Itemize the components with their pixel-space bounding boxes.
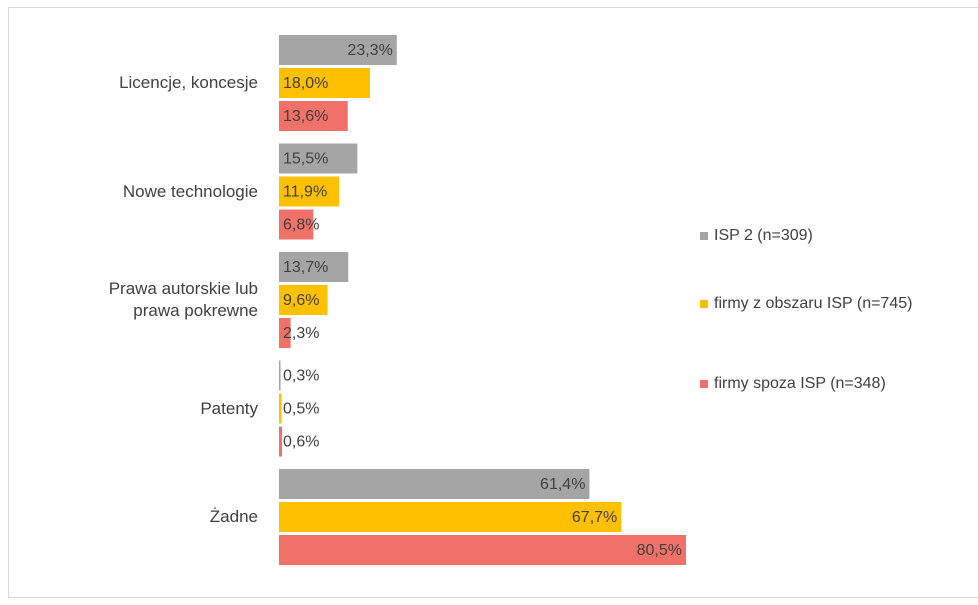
- bar: [279, 502, 622, 532]
- value-label: 2,3%: [283, 325, 319, 342]
- value-label: 18,0%: [283, 75, 328, 92]
- value-label: 0,6%: [283, 434, 319, 451]
- category-label: Patenty: [200, 398, 258, 418]
- value-label: 6,8%: [283, 217, 319, 234]
- bar: [279, 393, 282, 424]
- bar: [279, 469, 590, 499]
- value-label: 0,3%: [283, 368, 319, 385]
- bar: [279, 535, 686, 565]
- value-label: 13,6%: [283, 108, 328, 125]
- bar: [279, 176, 340, 207]
- category-label: Licencje, koncesje: [119, 73, 258, 92]
- bar: [279, 209, 314, 240]
- legend-label: firmy z obszaru ISP (n=745): [714, 295, 912, 312]
- value-label: 80,5%: [637, 542, 682, 559]
- bar: [279, 68, 371, 98]
- value-label: 9,6%: [283, 292, 319, 309]
- bar: [279, 360, 281, 391]
- category-label: Żadne: [209, 507, 258, 526]
- value-label: 0,5%: [283, 401, 319, 418]
- bar: [279, 252, 349, 282]
- category-label: Nowe technologie: [122, 181, 258, 201]
- legend-label: ISP 2 (n=309): [714, 227, 813, 244]
- legend-swatch: [700, 380, 708, 388]
- legend-swatch: [700, 300, 708, 308]
- value-label: 11,9%: [283, 184, 327, 201]
- value-label: 15,5%: [283, 151, 328, 168]
- bar: [279, 285, 328, 315]
- bar: [279, 426, 283, 457]
- legend-swatch: [700, 232, 708, 240]
- chart-frame: [8, 7, 978, 598]
- bar: [279, 101, 348, 131]
- bar: [279, 318, 291, 348]
- legend-label: firmy spoza ISP (n=348): [714, 375, 886, 392]
- category-label: Prawa autorskie lub prawa pokrewne: [108, 279, 258, 320]
- bar: [279, 143, 358, 174]
- value-label: 13,7%: [283, 259, 328, 276]
- value-label: 67,7%: [572, 509, 617, 526]
- value-label: 61,4%: [540, 476, 585, 493]
- value-label: 23,3%: [347, 42, 392, 59]
- bar: [279, 35, 397, 65]
